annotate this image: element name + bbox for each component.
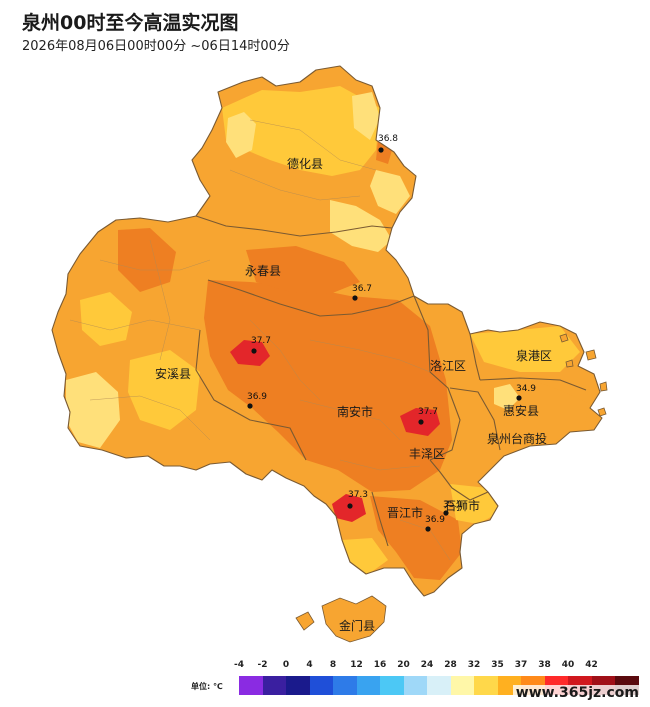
station-marker: 36.7 <box>352 284 372 301</box>
legend-tick-label: 4 <box>306 660 313 670</box>
legend-tick-label: -2 <box>257 660 268 670</box>
legend-tick-label: 16 <box>373 660 387 670</box>
station-value: 36.8 <box>378 134 398 144</box>
station-marker: 36.9 <box>425 515 445 532</box>
legend-swatch <box>309 676 333 695</box>
map-title: 泉州00时至今高温实况图 <box>22 12 239 34</box>
legend-tick-label: 24 <box>420 660 434 670</box>
legend-swatch <box>239 676 263 695</box>
station-marker: 37.3 <box>347 490 368 509</box>
legend-tick-label: 35 <box>491 660 504 670</box>
legend-swatch <box>286 676 310 695</box>
region-label-luojiang: 洛江区 <box>430 358 466 373</box>
station-value: 36.9 <box>247 392 267 402</box>
station-marker: 37.7 <box>251 336 271 354</box>
legend-tick-label: 12 <box>350 660 363 670</box>
region-label-shishi: 石狮市 <box>444 498 480 513</box>
station-marker: 37.7 <box>418 407 438 425</box>
legend-tick-label: 40 <box>561 660 575 670</box>
station-value: 37.7 <box>251 336 271 346</box>
legend-swatch <box>403 676 427 695</box>
region-label-jinjiang: 晋江市 <box>387 505 423 520</box>
legend-swatch <box>262 676 286 695</box>
station-value: 36.7 <box>352 284 372 294</box>
legend-tick-label: -4 <box>234 660 244 670</box>
legend-tick-label: 37 <box>514 660 528 670</box>
station-value: 34.9 <box>516 384 536 394</box>
region-label-fengze: 丰泽区 <box>409 447 445 461</box>
station-marker: 36.9 <box>247 392 267 409</box>
legend-swatch <box>356 676 380 695</box>
legend-swatch <box>333 676 357 695</box>
legend-swatch <box>474 676 498 695</box>
station-value: 37.7 <box>418 407 438 417</box>
legend-tick-label: 0 <box>282 660 290 670</box>
region-label-taishang: 泉州台商投 <box>487 431 547 446</box>
station-value: 36.9 <box>425 515 445 525</box>
station-marker: 35.1 <box>443 500 463 516</box>
region-label-dehua: 德化县 <box>287 156 323 171</box>
legend-tick-label: 42 <box>585 660 598 670</box>
map-subtitle: 2026年08月06日00时00分 ~06日14时00分 <box>22 39 290 54</box>
legend-tick-labels: -4 -2 0 4 8 12 16 20 24 28 32 35 37 38 40 42 <box>222 660 632 674</box>
legend-swatch <box>380 676 404 695</box>
legend-tick-label: 20 <box>397 660 410 670</box>
legend-tick-label: 8 <box>329 660 337 670</box>
region-label-anxi: 安溪县 <box>155 366 191 381</box>
legend-tick-label: 32 <box>467 660 481 670</box>
legend-swatch <box>450 676 474 695</box>
legend-tick-label: 38 <box>538 660 551 670</box>
legend-unit: 单位: ℃ <box>191 682 223 691</box>
legend-tick-label: 28 <box>444 660 457 670</box>
station-value: 35.1 <box>443 500 463 510</box>
watermark: www.365jz.com <box>512 685 642 701</box>
region-label-nanan: 南安市 <box>337 404 373 419</box>
region-label-quangang: 泉港区 <box>516 349 552 363</box>
station-marker: 34.9 <box>516 384 536 401</box>
legend-swatch <box>427 676 451 695</box>
region-label-huian: 惠安县 <box>503 403 539 418</box>
region-label-yongchun: 永春县 <box>245 264 281 278</box>
station-marker: 36.8 <box>378 134 398 153</box>
station-value: 37.3 <box>348 490 368 500</box>
region-label-jinmen: 金门县 <box>339 618 375 633</box>
